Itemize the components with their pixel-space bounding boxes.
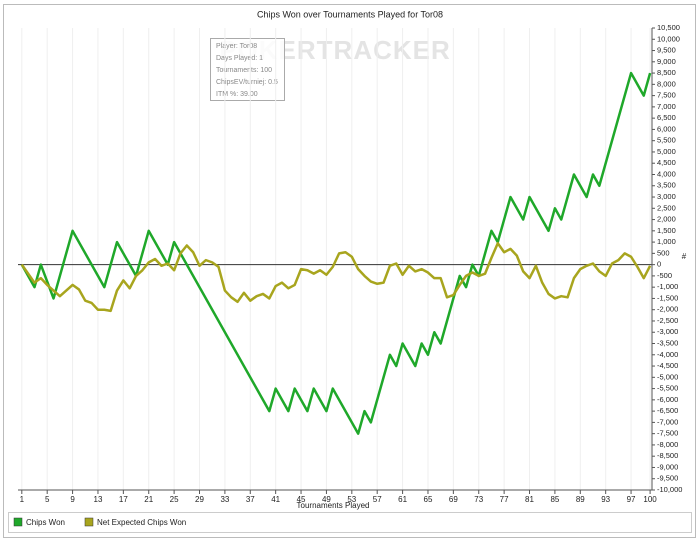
y-tick-label: 3,500 — [657, 181, 676, 190]
y-tick-label: -7,000 — [657, 417, 678, 426]
y-tick-label: 1,500 — [657, 226, 676, 235]
x-tick-label: 73 — [474, 495, 483, 504]
y-tick-label: -5,000 — [657, 372, 678, 381]
y-tick-label: 8,000 — [657, 79, 676, 88]
x-tick-label: 21 — [144, 495, 153, 504]
x-axis-label: Tournaments Played — [297, 501, 370, 510]
x-tick-label: 85 — [550, 495, 559, 504]
x-tick-label: 93 — [601, 495, 610, 504]
y-tick-label: -9,500 — [657, 474, 678, 483]
y-axis-label: # — [682, 252, 687, 261]
y-tick-label: 9,500 — [657, 46, 676, 55]
y-tick-label: -1,500 — [657, 293, 678, 302]
y-tick-label: 4,500 — [657, 158, 676, 167]
y-tick-label: 5,500 — [657, 136, 676, 145]
x-tick-label: 69 — [449, 495, 458, 504]
x-tick-label: 49 — [322, 495, 331, 504]
info-line: Tournaments: 100 — [216, 67, 272, 74]
x-tick-label: 5 — [45, 495, 50, 504]
legend — [8, 512, 692, 533]
y-tick-label: 9,000 — [657, 57, 676, 66]
y-tick-label: 10,000 — [657, 34, 680, 43]
x-tick-label: 9 — [70, 495, 75, 504]
x-tick-label: 89 — [576, 495, 585, 504]
y-tick-label: -3,000 — [657, 327, 678, 336]
y-tick-label: 5,000 — [657, 147, 676, 156]
y-tick-label: 2,000 — [657, 215, 676, 224]
x-tick-label: 37 — [246, 495, 255, 504]
legend-label: Chips Won — [26, 518, 65, 527]
y-tick-label: -2,000 — [657, 305, 678, 314]
info-line: Days Played: 1 — [216, 55, 263, 62]
y-tick-label: 6,500 — [657, 113, 676, 122]
info-line: Player: Tor08 — [216, 43, 257, 50]
y-tick-label: 3,000 — [657, 192, 676, 201]
legend-swatch — [13, 517, 23, 527]
info-line: ITM %: 39.00 — [216, 91, 258, 98]
y-tick-label: 6,000 — [657, 124, 676, 133]
x-tick-label: 97 — [627, 495, 636, 504]
x-tick-label: 65 — [424, 495, 433, 504]
x-tick-label: 61 — [398, 495, 407, 504]
y-tick-label: 7,500 — [657, 91, 676, 100]
chart-title: Chips Won over Tournaments Played for To… — [257, 9, 443, 19]
info-line: ChipsEV/turniej: 0.5 — [216, 79, 278, 86]
y-tick-label: -4,500 — [657, 361, 678, 370]
frame — [3, 4, 696, 538]
legend-swatch — [84, 517, 94, 527]
x-tick-label: 25 — [170, 495, 179, 504]
x-tick-label: 41 — [271, 495, 280, 504]
series-line — [20, 241, 652, 313]
y-tick-label: -2,500 — [657, 316, 678, 325]
y-tick-label: -8,500 — [657, 451, 678, 460]
y-tick-label: 1,000 — [657, 237, 676, 246]
info-box — [210, 38, 285, 101]
x-tick-label: 77 — [500, 495, 509, 504]
x-tick-label: 100 — [643, 495, 657, 504]
y-tick-label: -7,500 — [657, 429, 678, 438]
x-tick-label: 17 — [119, 495, 128, 504]
y-tick-label: -6,000 — [657, 395, 678, 404]
y-tick-label: -8,000 — [657, 440, 678, 449]
y-tick-label: -4,000 — [657, 350, 678, 359]
y-tick-label: -3,500 — [657, 338, 678, 347]
x-tick-label: 33 — [220, 495, 229, 504]
y-tick-label: -9,000 — [657, 462, 678, 471]
x-tick-label: 81 — [525, 495, 534, 504]
y-tick-label: 10,500 — [657, 23, 680, 32]
y-tick-label: -5,500 — [657, 384, 678, 393]
x-tick-label: 57 — [373, 495, 382, 504]
x-tick-label: 53 — [347, 495, 356, 504]
y-tick-label: 4,000 — [657, 169, 676, 178]
y-tick-label: 2,500 — [657, 203, 676, 212]
x-tick-label: 13 — [94, 495, 103, 504]
x-tick-label: 29 — [195, 495, 204, 504]
legend-label: Net Expected Chips Won — [97, 518, 186, 527]
y-tick-label: -10,000 — [657, 485, 682, 494]
y-tick-label: 500 — [657, 248, 670, 257]
y-tick-label: 7,000 — [657, 102, 676, 111]
y-tick-label: -6,500 — [657, 406, 678, 415]
x-tick-label: 1 — [20, 495, 25, 504]
series-line — [20, 71, 652, 435]
y-tick-label: 0 — [657, 260, 661, 269]
y-tick-label: -1,000 — [657, 282, 678, 291]
y-tick-label: 8,500 — [657, 68, 676, 77]
x-tick-label: 45 — [297, 495, 306, 504]
y-tick-label: -500 — [657, 271, 672, 280]
